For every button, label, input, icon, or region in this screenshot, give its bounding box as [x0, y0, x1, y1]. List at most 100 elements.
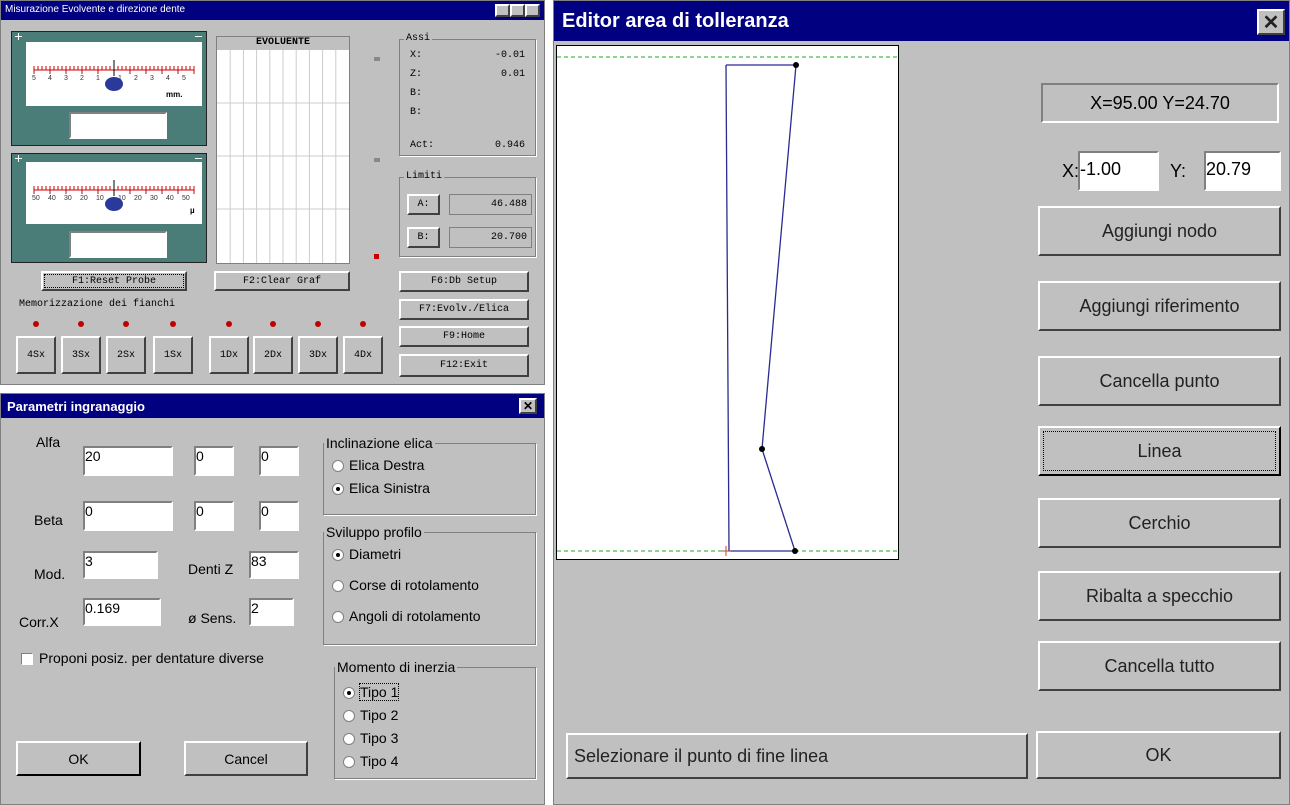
- mod-input[interactable]: 3: [83, 551, 158, 579]
- limit-button[interactable]: B:: [407, 227, 440, 248]
- editor-button[interactable]: Cerchio: [1038, 498, 1281, 548]
- ok-button[interactable]: OK: [16, 741, 141, 776]
- flank-button[interactable]: 4Sx: [16, 336, 56, 374]
- flank-button[interactable]: 3Sx: [61, 336, 101, 374]
- flank-button[interactable]: 2Dx: [253, 336, 293, 374]
- editor-title: Editor area di tolleranza: [554, 1, 1289, 41]
- close-button[interactable]: ✕: [519, 398, 537, 414]
- input-value: 0: [261, 503, 269, 519]
- clear-button[interactable]: F2:Clear Graf: [214, 271, 350, 291]
- axis-value: -0.01: [494, 50, 525, 61]
- editor-button[interactable]: Ribalta a specchio: [1038, 571, 1281, 621]
- radio-button[interactable]: [332, 611, 344, 623]
- alfa-input[interactable]: 20: [83, 446, 173, 476]
- radio-label: Tipo 1: [358, 683, 400, 701]
- axis-label: X:: [410, 50, 423, 61]
- editor-button[interactable]: Aggiungi riferimento: [1038, 281, 1281, 331]
- flank-led: [270, 321, 276, 327]
- radio-button[interactable]: [343, 710, 355, 722]
- flank-button[interactable]: 2Sx: [106, 336, 146, 374]
- editor-button[interactable]: Aggiungi nodo: [1038, 206, 1281, 256]
- flank-led: [123, 321, 129, 327]
- params-dialog: Parametri ingranaggio ✕ Alfa 20 0 0 Beta…: [0, 393, 545, 805]
- scale-label: 50: [182, 195, 190, 202]
- coords-display: X=95.00 Y=24.70: [1041, 83, 1279, 123]
- radio-button[interactable]: [343, 756, 355, 768]
- flank-led: [226, 321, 232, 327]
- flank-button[interactable]: 3Dx: [298, 336, 338, 374]
- flank-led: [315, 321, 321, 327]
- scale-label: 2: [134, 75, 138, 82]
- scale-ruler: [33, 180, 195, 211]
- inertia-group: Momento di inerzia Tipo 1 Tipo 2 Tipo 3 Tip…: [334, 659, 536, 779]
- radio-button[interactable]: [343, 687, 355, 699]
- helix-group: Inclinazione elica Elica Destra Elica Sin…: [323, 435, 536, 515]
- graph: EVOLUENTE: [216, 36, 350, 264]
- field-label: ø Sens.: [188, 610, 237, 626]
- editor-button[interactable]: Cancella tutto: [1038, 641, 1281, 691]
- sens-input[interactable]: 2: [249, 598, 294, 626]
- flank-button[interactable]: 1Dx: [209, 336, 249, 374]
- limit-button[interactable]: A:: [407, 194, 440, 215]
- tolerance-canvas[interactable]: [556, 45, 899, 560]
- minimize-button[interactable]: [495, 4, 510, 17]
- db-button[interactable]: F6:Db Setup: [399, 271, 529, 292]
- input-value: 20: [85, 448, 101, 464]
- scale-label: 1: [96, 75, 100, 82]
- field-label: Denti Z: [188, 561, 234, 577]
- home-button[interactable]: F9:Home: [399, 326, 529, 347]
- alfa-input[interactable]: 0: [259, 446, 299, 476]
- axes-group: Assi X: -0.01 Z: 0.01 B: B: Act: 0.946: [399, 33, 536, 156]
- unit-label: µ: [190, 206, 195, 215]
- flank-button[interactable]: 4Dx: [343, 336, 383, 374]
- maximize-button[interactable]: [510, 4, 525, 17]
- field-label: Corr.X: [19, 614, 59, 630]
- scale-label: 50: [32, 195, 40, 202]
- checkbox[interactable]: [21, 653, 33, 665]
- alfa-input[interactable]: 0: [194, 446, 234, 476]
- reset-button[interactable]: F1:Reset Probe: [41, 271, 187, 291]
- ok-button[interactable]: OK: [1036, 731, 1281, 779]
- input-value: 20.79: [1206, 159, 1252, 179]
- window-title: Misurazione Evolvente e direzione dente: [1, 1, 544, 20]
- group-title: Inclinazione elica: [324, 435, 435, 451]
- corr-input[interactable]: 0.169: [83, 598, 161, 626]
- denti-input[interactable]: 83: [249, 551, 299, 579]
- beta-input[interactable]: 0: [259, 501, 299, 531]
- cancel-button[interactable]: Cancel: [184, 741, 308, 776]
- beta-input[interactable]: 0: [83, 501, 173, 531]
- y-input[interactable]: 20.79: [1204, 151, 1281, 191]
- axis-label: Act:: [410, 140, 435, 151]
- minus: [195, 36, 202, 37]
- x-input[interactable]: -1.00: [1078, 151, 1159, 191]
- unit-label: mm.: [166, 90, 183, 99]
- editor-button[interactable]: Linea: [1038, 426, 1281, 476]
- beta-input[interactable]: 0: [194, 501, 234, 531]
- radio-button[interactable]: [332, 483, 344, 495]
- evolv-button[interactable]: F7:Evolv./Elica: [399, 299, 529, 320]
- status-bar: Selezionare il punto di fine linea: [566, 733, 1028, 779]
- field-label: Mod.: [34, 566, 66, 582]
- scale-label: 4: [48, 75, 52, 82]
- node: [759, 446, 765, 452]
- probe-value: [69, 231, 167, 258]
- coords-text: X=95.00 Y=24.70: [1090, 92, 1230, 113]
- exit-button[interactable]: F12:Exit: [399, 354, 529, 377]
- scale-label: 30: [64, 195, 72, 202]
- scale-label: 40: [166, 195, 174, 202]
- close-button[interactable]: [525, 4, 540, 17]
- editor-button[interactable]: Cancella punto: [1038, 356, 1281, 406]
- editor-window: Editor area di tolleranza ✕ X=95.00 Y=24…: [553, 0, 1290, 805]
- axis-label: B:: [410, 107, 423, 118]
- radio-button[interactable]: [343, 733, 355, 745]
- scale-label: 2: [80, 75, 84, 82]
- input-value: 2: [251, 600, 259, 616]
- flank-button[interactable]: 1Sx: [153, 336, 193, 374]
- marker: [374, 57, 380, 61]
- group-title: Momento di inerzia: [335, 659, 458, 675]
- radio-button[interactable]: [332, 549, 344, 561]
- input-value: 83: [251, 553, 267, 569]
- radio-button[interactable]: [332, 580, 344, 592]
- radio-button[interactable]: [332, 460, 344, 472]
- close-button[interactable]: ✕: [1257, 9, 1285, 35]
